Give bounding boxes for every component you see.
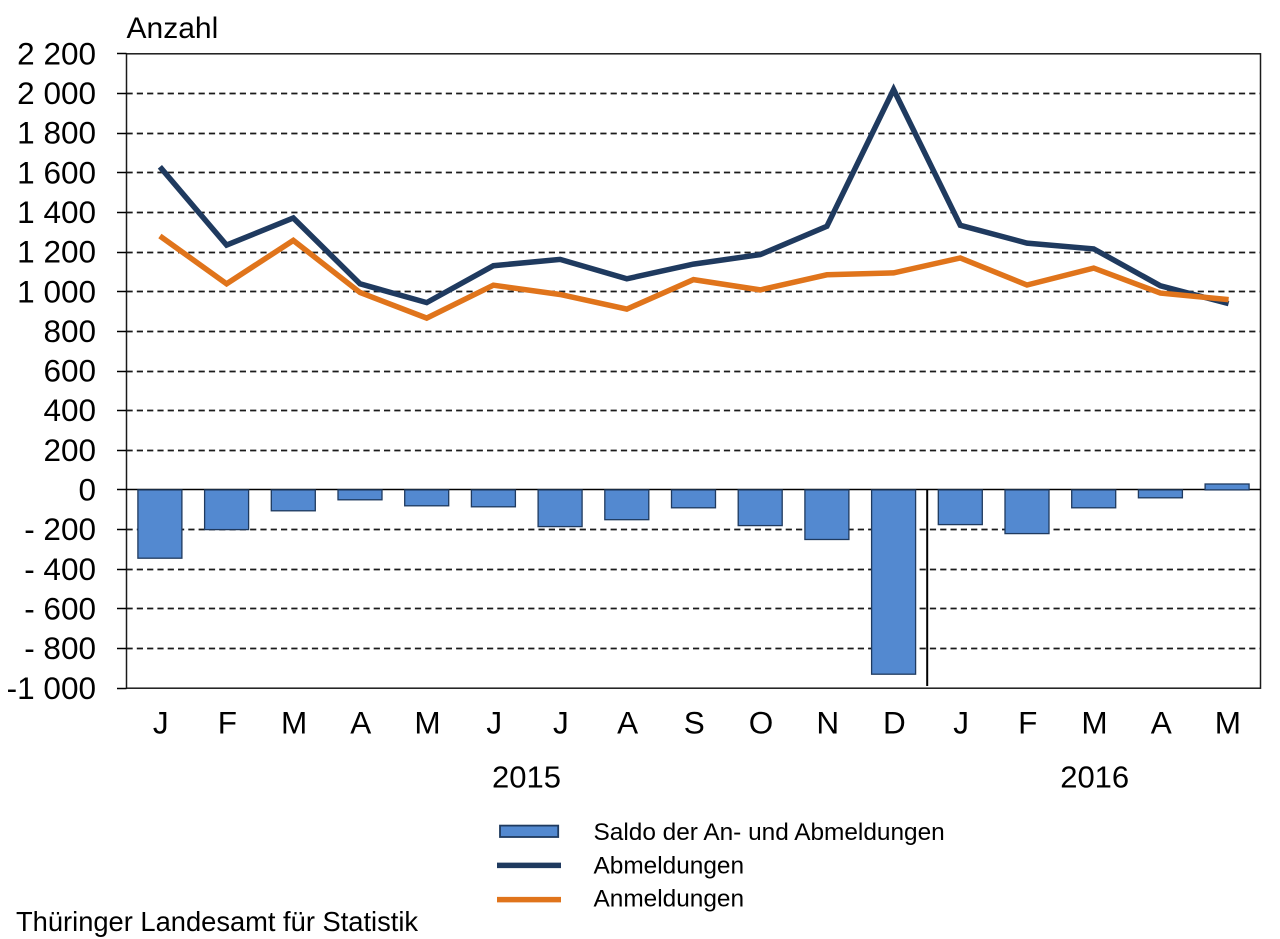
svg-text:2015: 2015 (492, 760, 561, 795)
svg-text:F: F (218, 704, 237, 740)
svg-text:1 600: 1 600 (17, 154, 96, 190)
svg-text:600: 600 (43, 353, 96, 389)
svg-text:M: M (414, 704, 440, 740)
svg-text:1 000: 1 000 (17, 273, 96, 309)
svg-text:1 400: 1 400 (17, 194, 96, 230)
svg-text:2016: 2016 (1060, 760, 1129, 795)
svg-text:Anmeldungen: Anmeldungen (594, 886, 745, 913)
svg-text:- 600: - 600 (24, 591, 96, 627)
svg-text:M: M (1215, 704, 1241, 740)
svg-text:Anzahl: Anzahl (127, 12, 219, 45)
svg-text:M: M (1081, 704, 1107, 740)
svg-text:1 200: 1 200 (17, 234, 96, 270)
svg-text:D: D (883, 704, 906, 740)
svg-text:A: A (1151, 704, 1172, 740)
svg-text:- 200: - 200 (24, 511, 96, 547)
svg-text:J: J (553, 704, 569, 740)
svg-text:N: N (816, 704, 839, 740)
svg-text:J: J (486, 704, 502, 740)
svg-text:2 200: 2 200 (17, 35, 96, 71)
svg-text:- 400: - 400 (24, 551, 96, 587)
svg-text:O: O (749, 704, 774, 740)
svg-text:Thüringer Landesamt für Statis: Thüringer Landesamt für Statistik (16, 906, 418, 937)
svg-text:Abmeldungen: Abmeldungen (594, 853, 745, 880)
svg-text:M: M (281, 704, 307, 740)
svg-text:A: A (350, 704, 371, 740)
svg-text:S: S (684, 704, 705, 740)
svg-text:J: J (953, 704, 969, 740)
svg-text:0: 0 (78, 472, 96, 508)
svg-text:- 800: - 800 (24, 630, 96, 666)
svg-text:J: J (153, 704, 169, 740)
svg-text:A: A (617, 704, 638, 740)
svg-text:-1 000: -1 000 (7, 670, 96, 706)
svg-text:2 000: 2 000 (17, 75, 96, 111)
svg-text:800: 800 (43, 313, 96, 349)
svg-text:F: F (1018, 704, 1037, 740)
svg-text:1 800: 1 800 (17, 115, 96, 151)
svg-text:400: 400 (43, 392, 96, 428)
svg-text:200: 200 (43, 432, 96, 468)
svg-text:Saldo der An- und Abmeldungen: Saldo der An- und Abmeldungen (594, 819, 945, 846)
